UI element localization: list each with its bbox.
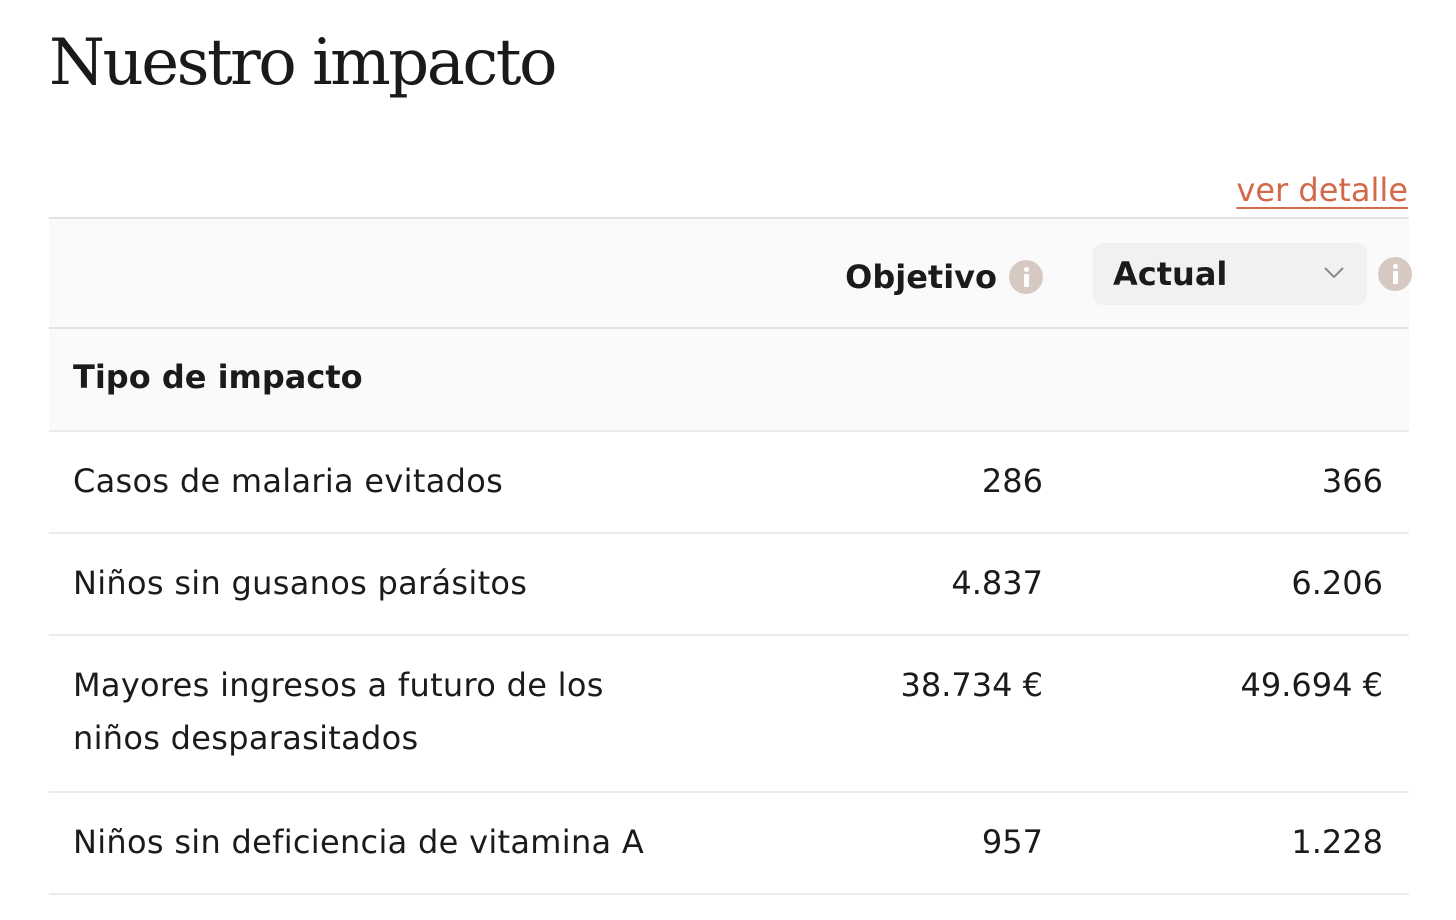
- row-label: Mayores ingresos a futuro de los niños d…: [73, 666, 604, 757]
- table-header-row: Objetivo Actual: [49, 217, 1412, 329]
- row-actual-value: 366: [1321, 462, 1383, 500]
- impact-table: Objetivo Actual Tipo de impacto Casos de…: [49, 217, 1412, 895]
- row-target-value: 286: [981, 462, 1043, 500]
- table-row: Casos de malaria evitados 286 366: [49, 432, 1409, 534]
- row-label: Niños sin gusanos parásitos: [73, 564, 528, 602]
- chevron-down-icon: [1324, 267, 1344, 279]
- row-target-value: 4.837: [951, 564, 1043, 602]
- target-column-header: Objetivo: [845, 257, 1043, 297]
- row-actual-value: 6.206: [1291, 564, 1383, 602]
- table-row: Mayores ingresos a futuro de los niños d…: [49, 636, 1409, 793]
- ver-detalle-link[interactable]: ver detalle: [1236, 171, 1408, 209]
- period-select-dropdown[interactable]: Actual: [1093, 243, 1367, 305]
- row-actual-value: 49.694 €: [1240, 666, 1384, 704]
- info-icon[interactable]: [1009, 260, 1043, 294]
- page-title: Nuestro impacto: [49, 26, 558, 100]
- target-column-label: Objetivo: [845, 258, 997, 296]
- period-select-value: Actual: [1113, 255, 1228, 293]
- row-actual-value: 1.228: [1291, 823, 1383, 861]
- row-target-value: 38.734 €: [900, 666, 1044, 704]
- info-icon[interactable]: [1378, 257, 1412, 291]
- table-row: Niños sin gusanos parásitos 4.837 6.206: [49, 534, 1409, 636]
- table-row: Niños sin deficiencia de vitamina A 957 …: [49, 793, 1409, 895]
- section-label: Tipo de impacto: [73, 358, 363, 396]
- row-label: Casos de malaria evitados: [73, 462, 504, 500]
- section-header-row: Tipo de impacto: [49, 329, 1409, 432]
- row-label: Niños sin deficiencia de vitamina A: [73, 823, 645, 861]
- row-target-value: 957: [981, 823, 1043, 861]
